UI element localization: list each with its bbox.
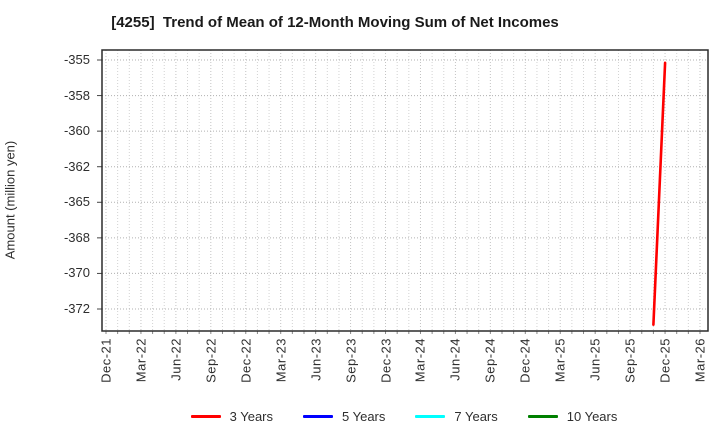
legend-item-7-years: 7 Years xyxy=(415,408,498,424)
x-tick-label: Mar-22 xyxy=(133,338,149,383)
x-tick-label: Dec-25 xyxy=(657,338,673,383)
y-tick-label: -370 xyxy=(63,265,90,281)
y-tick-label: -360 xyxy=(63,123,90,139)
x-tick-label: Sep-22 xyxy=(203,338,219,383)
legend-label-7-years: 7 Years xyxy=(454,408,498,424)
legend-swatch-10-years xyxy=(527,414,558,418)
x-tick-label: Jun-25 xyxy=(587,338,603,381)
y-tick-label: -368 xyxy=(63,229,90,245)
x-tick-label: Mar-24 xyxy=(412,338,428,383)
x-tick-label: Jun-24 xyxy=(447,338,463,381)
x-tick-label: Sep-23 xyxy=(343,338,359,383)
legend-item-10-years: 10 Years xyxy=(527,408,618,424)
legend: 3 Years 5 Years 7 Years 10 Years xyxy=(88,407,720,425)
x-tick-label: Jun-23 xyxy=(308,338,324,381)
legend-label-3-years: 3 Years xyxy=(229,408,273,424)
x-tick-label: Sep-25 xyxy=(622,338,638,383)
legend-swatch-7-years xyxy=(415,414,446,418)
x-tick-label: Jun-22 xyxy=(168,338,184,381)
y-tick-label: -362 xyxy=(63,158,90,174)
y-tick-label: -365 xyxy=(63,194,90,210)
x-tick-label: Mar-23 xyxy=(273,338,289,383)
x-tick-label: Dec-23 xyxy=(378,338,394,383)
x-tick-label: Dec-22 xyxy=(238,338,254,383)
x-tick-label: Mar-25 xyxy=(552,338,568,383)
x-tick-label: Mar-26 xyxy=(692,338,708,383)
legend-item-5-years: 5 Years xyxy=(303,409,385,424)
x-tick-label: Dec-21 xyxy=(98,338,114,383)
legend-swatch-3-years xyxy=(190,414,221,418)
chart-title: [4255] Trend of Mean of 12-Month Moving … xyxy=(111,14,559,31)
series-line-3-years xyxy=(652,61,667,327)
legend-label-10-years: 10 Years xyxy=(566,408,618,424)
x-tick-label: Sep-24 xyxy=(482,338,498,383)
legend-item-3-years: 3 Years xyxy=(190,408,273,424)
plot-border xyxy=(101,49,709,332)
x-tick-label: Dec-24 xyxy=(517,338,533,383)
legend-label-5-years: 5 Years xyxy=(342,408,386,424)
y-tick-label: -372 xyxy=(63,301,90,316)
legend-swatch-5-years xyxy=(303,414,333,418)
y-tick-label: -355 xyxy=(63,52,90,67)
y-tick-label: -358 xyxy=(63,87,90,103)
